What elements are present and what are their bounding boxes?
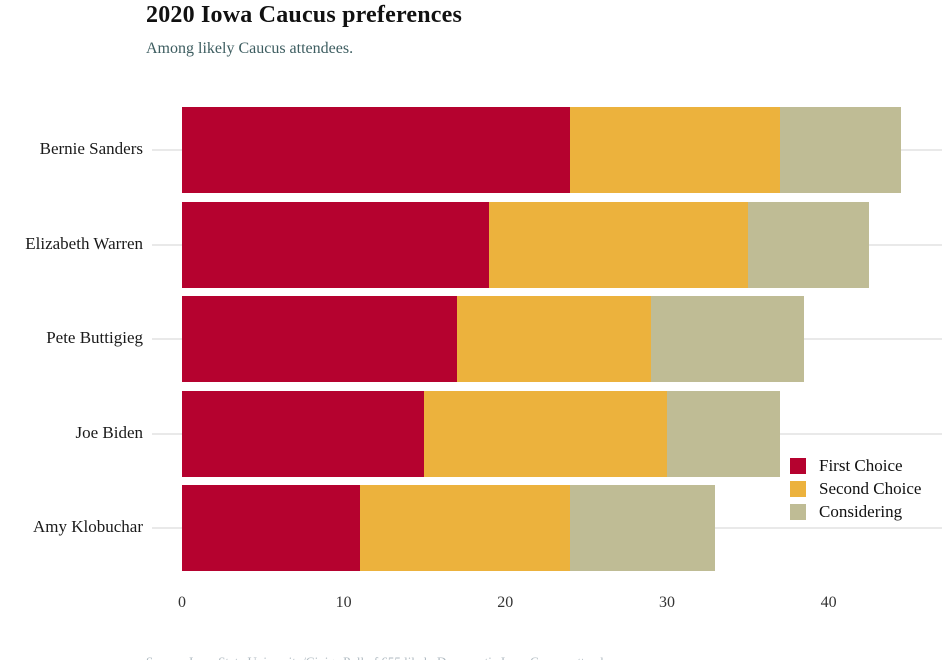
legend-label: Considering [819,502,903,521]
x-axis-tick-label: 0 [178,594,186,611]
bar-segment-considering [650,296,805,383]
x-axis-tick-label: 40 [820,594,837,611]
bar-row [182,296,805,383]
chart-subtitle: Among likely Caucus attendees. [146,40,354,57]
source-note-line1: Source: Iowa State University/Civiqs Pol… [146,654,623,660]
source-note: Source: Iowa State University/Civiqs Pol… [146,622,623,660]
legend-swatch [790,481,806,497]
legend-swatch [790,458,806,474]
bar-segment-considering [747,201,869,288]
legend-item: Considering [790,502,921,521]
legend: First Choice Second Choice Considering [790,456,922,521]
bar-segment-first-choice [182,107,570,193]
x-axis-tick-label: 30 [658,594,675,611]
category-label: Joe Biden [75,422,143,442]
category-label: Amy Klobuchar [32,517,143,537]
bar-segment-first-choice [182,485,360,572]
legend-label: Second Choice [819,479,922,498]
bar-segment-second-choice [489,201,748,288]
legend-item: Second Choice [790,479,922,498]
bar-row [182,107,902,193]
bar-segment-first-choice [182,390,425,477]
x-axis-tick-label: 20 [497,594,514,611]
legend-item: First Choice [790,456,921,475]
bar-segment-first-choice [182,201,490,288]
bar-segment-second-choice [359,485,570,572]
bar-segment-second-choice [569,107,781,193]
bar-segment-first-choice [182,296,457,383]
chart-title: 2020 Iowa Caucus preferences [146,2,463,28]
bar-segment-considering [780,107,902,193]
bar-segment-considering [666,390,781,477]
bar-segment-second-choice [424,390,667,477]
category-label: Pete Buttigieg [46,328,143,348]
bar-row [182,201,869,288]
x-axis-tick-label: 10 [335,594,352,611]
bar-row [182,390,781,477]
category-label: Bernie Sanders [39,139,143,158]
legend-label: First Choice [819,456,903,475]
legend-swatch [790,504,806,520]
category-label: Elizabeth Warren [25,233,143,253]
bar-segment-second-choice [456,296,651,383]
bar-segment-considering [569,485,716,572]
bar-row [182,485,716,572]
